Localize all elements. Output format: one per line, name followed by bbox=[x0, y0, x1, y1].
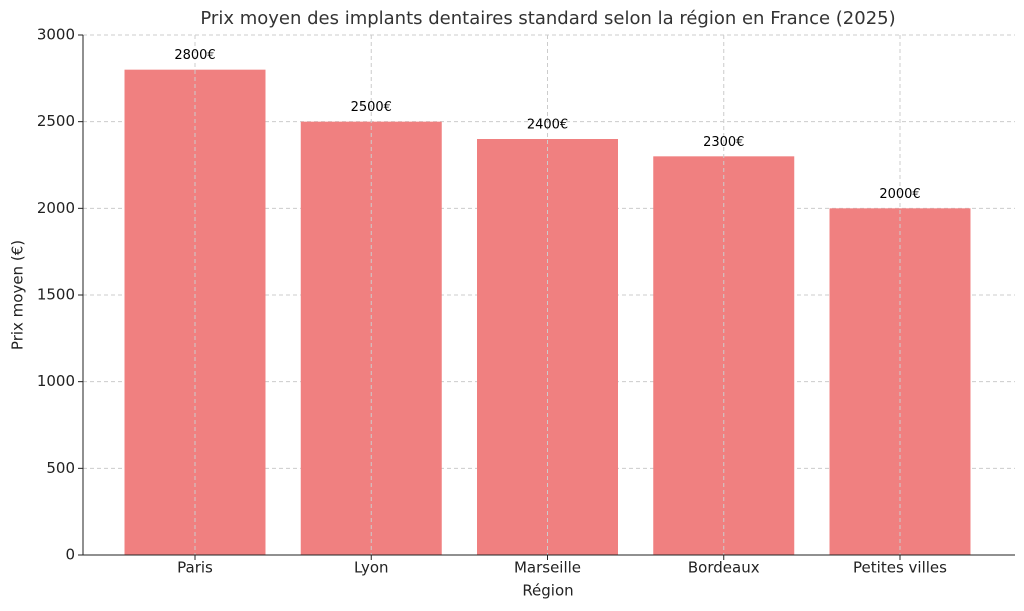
y-tick-label: 3000 bbox=[37, 26, 75, 44]
y-tick-label: 1000 bbox=[37, 372, 75, 390]
value-label: 2300€ bbox=[703, 135, 744, 150]
y-tick-label: 2000 bbox=[37, 199, 75, 217]
x-axis-label: Région bbox=[522, 582, 573, 600]
y-axis-label: Prix moyen (€) bbox=[9, 240, 27, 350]
y-tick-label: 2500 bbox=[37, 112, 75, 130]
x-tick-label: Lyon bbox=[354, 559, 389, 577]
x-tick-label: Petites villes bbox=[853, 559, 947, 577]
x-tick-label: Bordeaux bbox=[688, 559, 760, 577]
x-tick-label: Paris bbox=[177, 559, 213, 577]
value-label: 2400€ bbox=[527, 118, 568, 133]
value-label: 2500€ bbox=[351, 100, 392, 115]
y-tick-label: 0 bbox=[65, 546, 75, 564]
value-label: 2800€ bbox=[174, 48, 215, 63]
chart-title: Prix moyen des implants dentaires standa… bbox=[200, 8, 895, 29]
y-tick-label: 1500 bbox=[37, 286, 75, 304]
y-tick-label: 500 bbox=[46, 459, 75, 477]
value-label: 2000€ bbox=[879, 187, 920, 202]
bar bbox=[653, 156, 795, 556]
x-tick-label: Marseille bbox=[514, 559, 581, 577]
